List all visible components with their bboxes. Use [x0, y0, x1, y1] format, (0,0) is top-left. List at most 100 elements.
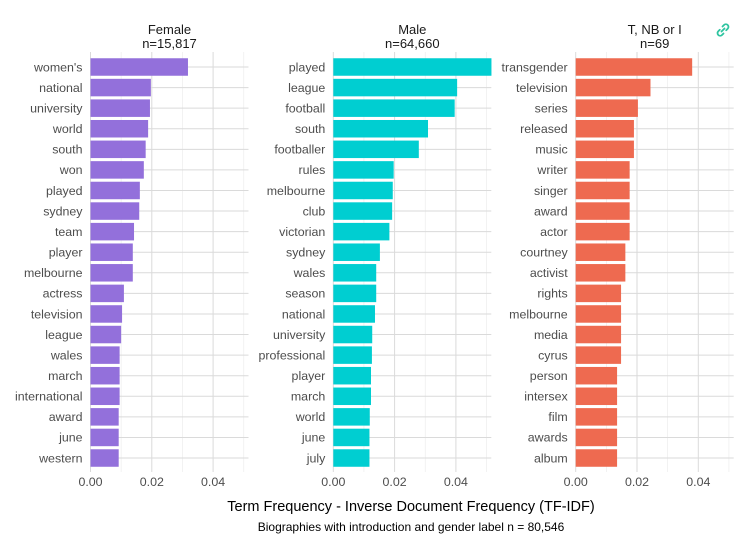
- category-label: national: [282, 307, 325, 321]
- bar: [575, 243, 626, 261]
- bar: [333, 366, 371, 385]
- bar: [575, 449, 618, 467]
- category-label: sydney: [286, 246, 326, 260]
- category-label: music: [535, 143, 567, 157]
- category-label: south: [295, 122, 325, 136]
- bar: [333, 161, 394, 179]
- category-label: june: [301, 431, 326, 445]
- bar: [333, 119, 429, 138]
- link-icon[interactable]: [714, 21, 732, 39]
- bar: [90, 140, 146, 159]
- bar: [90, 284, 124, 303]
- x-tick-label: 0.02: [140, 475, 164, 489]
- category-label: played: [289, 60, 326, 74]
- category-label: women's: [33, 60, 83, 74]
- bar: [333, 305, 375, 323]
- bar: [333, 222, 390, 241]
- bar: [333, 181, 393, 200]
- category-label: footballer: [274, 143, 325, 157]
- category-label: world: [52, 122, 83, 136]
- bar: [333, 99, 455, 117]
- x-tick-label: 0.00: [321, 475, 345, 489]
- chart-caption: Biographies with introduction and gender…: [258, 520, 565, 534]
- category-label: world: [295, 410, 326, 424]
- category-label: intersex: [524, 390, 568, 404]
- bar: [575, 58, 693, 76]
- bar: [333, 78, 458, 97]
- category-label: melbourne: [267, 184, 326, 198]
- category-label: team: [55, 225, 83, 239]
- bar: [90, 346, 120, 364]
- category-label: international: [15, 390, 83, 404]
- category-label: university: [273, 328, 326, 342]
- category-label: player: [292, 369, 326, 383]
- category-label: wales: [50, 348, 83, 362]
- x-tick-label: 0.04: [686, 475, 710, 489]
- bar: [575, 264, 626, 282]
- category-label: melbourne: [509, 307, 568, 321]
- bar: [90, 58, 188, 76]
- category-label: season: [285, 287, 325, 301]
- bar: [90, 366, 120, 385]
- category-label: film: [548, 410, 567, 424]
- bar: [333, 428, 370, 447]
- bar: [575, 346, 622, 364]
- bar: [333, 387, 371, 406]
- panel-title: T, NB or I: [628, 22, 682, 37]
- panel-subtitle: n=69: [640, 36, 669, 51]
- panel-title: Male: [398, 22, 426, 37]
- category-label: march: [291, 390, 326, 404]
- category-label: football: [285, 101, 325, 115]
- bar: [333, 264, 377, 282]
- category-label: courtney: [520, 246, 568, 260]
- x-axis-label: Term Frequency - Inverse Document Freque…: [227, 499, 594, 515]
- bar: [575, 140, 634, 159]
- category-label: transgender: [502, 60, 568, 74]
- bar: [575, 222, 630, 241]
- category-label: album: [534, 451, 568, 465]
- category-label: award: [534, 204, 568, 218]
- category-label: june: [58, 431, 83, 445]
- bar: [90, 264, 133, 282]
- category-label: national: [39, 81, 82, 95]
- category-label: july: [306, 451, 326, 465]
- x-tick-label: 0.04: [444, 475, 468, 489]
- category-label: sydney: [43, 204, 83, 218]
- category-label: series: [535, 101, 568, 115]
- category-label: actress: [43, 287, 83, 301]
- bar: [90, 449, 119, 467]
- bar: [575, 325, 622, 344]
- bar: [90, 243, 133, 261]
- category-label: activist: [530, 266, 568, 280]
- bar: [575, 428, 618, 447]
- category-label: university: [30, 101, 83, 115]
- category-label: person: [530, 369, 568, 383]
- bar: [575, 284, 622, 303]
- bar: [575, 366, 618, 385]
- bar: [90, 325, 122, 344]
- category-label: actor: [540, 225, 568, 239]
- category-label: won: [59, 163, 83, 177]
- category-label: league: [288, 81, 325, 95]
- category-label: melbourne: [24, 266, 83, 280]
- category-label: march: [48, 369, 83, 383]
- category-label: released: [520, 122, 568, 136]
- category-label: media: [534, 328, 568, 342]
- bar: [575, 99, 638, 117]
- bar: [90, 99, 150, 117]
- x-tick-label: 0.00: [78, 475, 102, 489]
- bar: [90, 119, 149, 138]
- category-label: played: [46, 184, 83, 198]
- bar: [333, 325, 373, 344]
- category-label: professional: [258, 348, 325, 362]
- x-tick-label: 0.02: [625, 475, 649, 489]
- x-tick-label: 0.04: [201, 475, 225, 489]
- category-label: writer: [536, 163, 567, 177]
- bar: [575, 181, 630, 200]
- bar: [90, 428, 119, 447]
- bar: [90, 181, 140, 200]
- bar: [90, 202, 140, 220]
